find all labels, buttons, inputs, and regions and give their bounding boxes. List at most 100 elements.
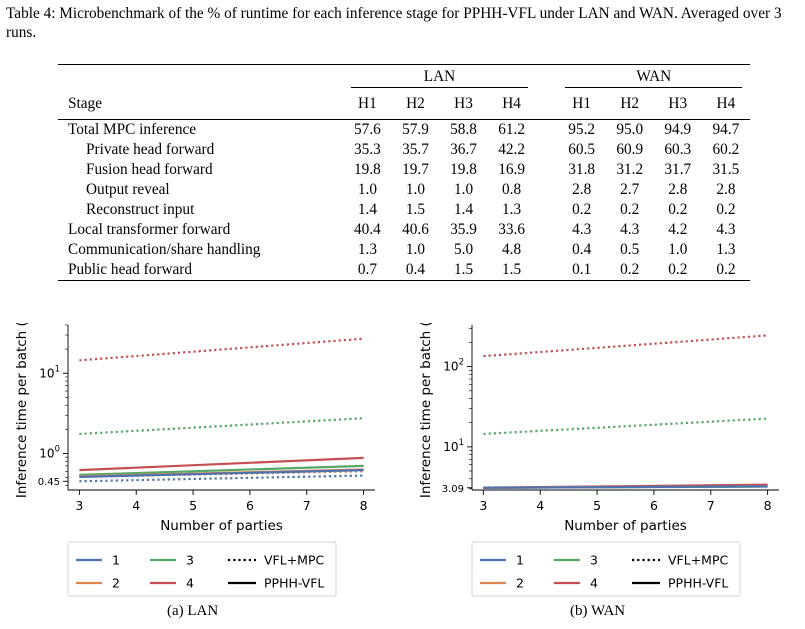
value-cell: 1.0 xyxy=(668,241,688,258)
value-cell: 57.6 xyxy=(343,119,392,140)
series-line-1-vfl-mpc xyxy=(79,474,364,483)
legend-label: 2 xyxy=(112,576,120,591)
value-cell: 61.2 xyxy=(487,119,536,140)
table-row: Output reveal 1.0 1.0 1.0 0.8 2.8 2.7 2.8 2.8 xyxy=(58,180,750,200)
legend: 1 2 3 4 VFL+MPC PPHH-VFL xyxy=(67,541,337,597)
col-header: H4 xyxy=(502,95,521,112)
series-line-3-pphh-vfl xyxy=(79,464,364,477)
col-header: H1 xyxy=(358,95,377,112)
series-line-3-vfl-mpc xyxy=(79,417,364,436)
y-axis-label: Inference time per batch (s) xyxy=(14,310,30,498)
value-cell: 19.8 xyxy=(450,161,477,178)
y-tick-label: 3.09 xyxy=(442,484,464,495)
series-line-1-pphh-vfl xyxy=(79,468,364,478)
series-line-1-pphh-vfl xyxy=(483,485,768,489)
value-cell: 4.3 xyxy=(572,221,592,238)
group-wan-label: WAN xyxy=(565,67,743,88)
value-cell: 0.2 xyxy=(668,201,688,218)
x-tick-label: 4 xyxy=(536,498,544,513)
legend-box xyxy=(471,541,741,597)
value-cell: 4.8 xyxy=(502,241,522,258)
col-header: H3 xyxy=(454,95,473,112)
x-tick-label: 5 xyxy=(189,498,197,513)
stage-cell: Local transformer forward xyxy=(68,221,231,238)
value-cell: 4.2 xyxy=(668,221,688,238)
table-body: Total MPC inference 57.6 57.9 58.8 61.2 95.2 9… xyxy=(58,119,750,281)
col-header: H2 xyxy=(620,95,640,112)
x-tick-label: 8 xyxy=(360,498,368,513)
table-caption: Table 4: Microbenchmark of the % of runt… xyxy=(6,5,782,41)
value-cell: 0.2 xyxy=(716,201,736,218)
legend-label: 3 xyxy=(186,553,194,568)
stage-cell: Reconstruct input xyxy=(86,201,195,218)
value-cell: 60.2 xyxy=(712,141,740,158)
value-cell: 0.4 xyxy=(572,241,592,258)
y-tick-label: 0.45 xyxy=(38,477,60,488)
table-row: Communication/share handling 1.3 1.0 5.0 4.8… xyxy=(58,240,750,260)
value-cell: 19.7 xyxy=(402,161,429,178)
legend-label: VFL+MPC xyxy=(264,553,325,568)
value-cell: 31.7 xyxy=(664,161,692,178)
legend-box xyxy=(67,541,337,597)
value-cell: 0.2 xyxy=(653,260,702,281)
table-row: Total MPC inference 57.6 57.9 58.8 61.2 95.2 9… xyxy=(58,119,750,140)
legend: 1 2 3 4 VFL+MPC PPHH-VFL xyxy=(471,541,741,597)
table-row: Fusion head forward 19.8 19.7 19.8 16.9 31.8 3… xyxy=(58,160,750,180)
value-cell: 31.5 xyxy=(712,161,740,178)
stage-cell: Fusion head forward xyxy=(86,161,213,178)
stage-cell: Private head forward xyxy=(86,141,215,158)
value-cell: 42.2 xyxy=(498,141,525,158)
y-tick-label: 100 xyxy=(39,444,60,460)
col-header: H4 xyxy=(716,95,736,112)
value-cell: 4.3 xyxy=(620,221,640,238)
value-cell: 0.2 xyxy=(701,260,750,281)
value-cell: 2.8 xyxy=(716,181,736,198)
legend-label: 2 xyxy=(516,576,524,591)
value-cell: 95.0 xyxy=(605,119,654,140)
value-cell: 1.3 xyxy=(716,241,736,258)
series-line-4-pphh-vfl xyxy=(79,456,364,472)
legend-label: 4 xyxy=(186,576,194,591)
col-header: H2 xyxy=(406,95,425,112)
series-line-3-vfl-mpc xyxy=(483,417,768,436)
legend-label: 1 xyxy=(112,553,120,568)
value-cell: 60.5 xyxy=(568,141,596,158)
value-cell: 1.0 xyxy=(453,181,474,198)
x-tick-label: 7 xyxy=(707,498,715,513)
value-cell: 35.9 xyxy=(450,221,477,238)
x-tick-label: 6 xyxy=(246,498,254,513)
value-cell: 16.9 xyxy=(498,161,525,178)
value-cell: 5.0 xyxy=(453,241,474,258)
value-cell: 35.7 xyxy=(402,141,429,158)
legend-label: 3 xyxy=(590,553,598,568)
x-axis-label: Number of parties xyxy=(564,518,687,534)
value-cell: 1.5 xyxy=(405,201,426,218)
x-axis-label: Number of parties xyxy=(160,518,283,534)
lan-chart: 0.45 100 101 3 4 5 6 7 8 Number of parties Inferen… xyxy=(14,310,375,597)
value-cell: 36.7 xyxy=(450,141,477,158)
value-cell: 40.6 xyxy=(402,221,429,238)
table-row: Public head forward 0.7 0.4 1.5 1.5 0.1 0.2 0.2… xyxy=(58,260,750,281)
y-axis-label: Inference time per batch (s) xyxy=(418,310,434,498)
col-header: H3 xyxy=(668,95,688,112)
value-cell: 0.8 xyxy=(502,181,522,198)
value-cell: 95.2 xyxy=(557,119,606,140)
value-cell: 0.2 xyxy=(572,201,592,218)
value-cell: 0.4 xyxy=(391,260,440,281)
x-tick-label: 3 xyxy=(479,498,487,513)
stage-cell: Output reveal xyxy=(86,181,170,198)
table-row: Reconstruct input 1.4 1.5 1.4 1.3 0.2 0.2 0.2 0.… xyxy=(58,200,750,220)
table-row: Private head forward 35.3 35.7 36.7 42.2 60.5… xyxy=(58,140,750,160)
value-cell: 33.6 xyxy=(498,221,525,238)
value-cell: 0.2 xyxy=(605,260,654,281)
value-cell: 35.3 xyxy=(354,141,381,158)
legend-label: PPHH-VFL xyxy=(264,576,324,591)
value-cell: 58.8 xyxy=(439,119,488,140)
value-cell: 0.5 xyxy=(620,241,640,258)
value-cell: 31.2 xyxy=(616,161,644,178)
value-cell: 31.8 xyxy=(568,161,596,178)
legend-label: 4 xyxy=(590,576,598,591)
stage-cell: Communication/share handling xyxy=(68,241,261,258)
value-cell: 1.3 xyxy=(502,201,522,218)
y-tick-label: 101 xyxy=(443,438,464,454)
